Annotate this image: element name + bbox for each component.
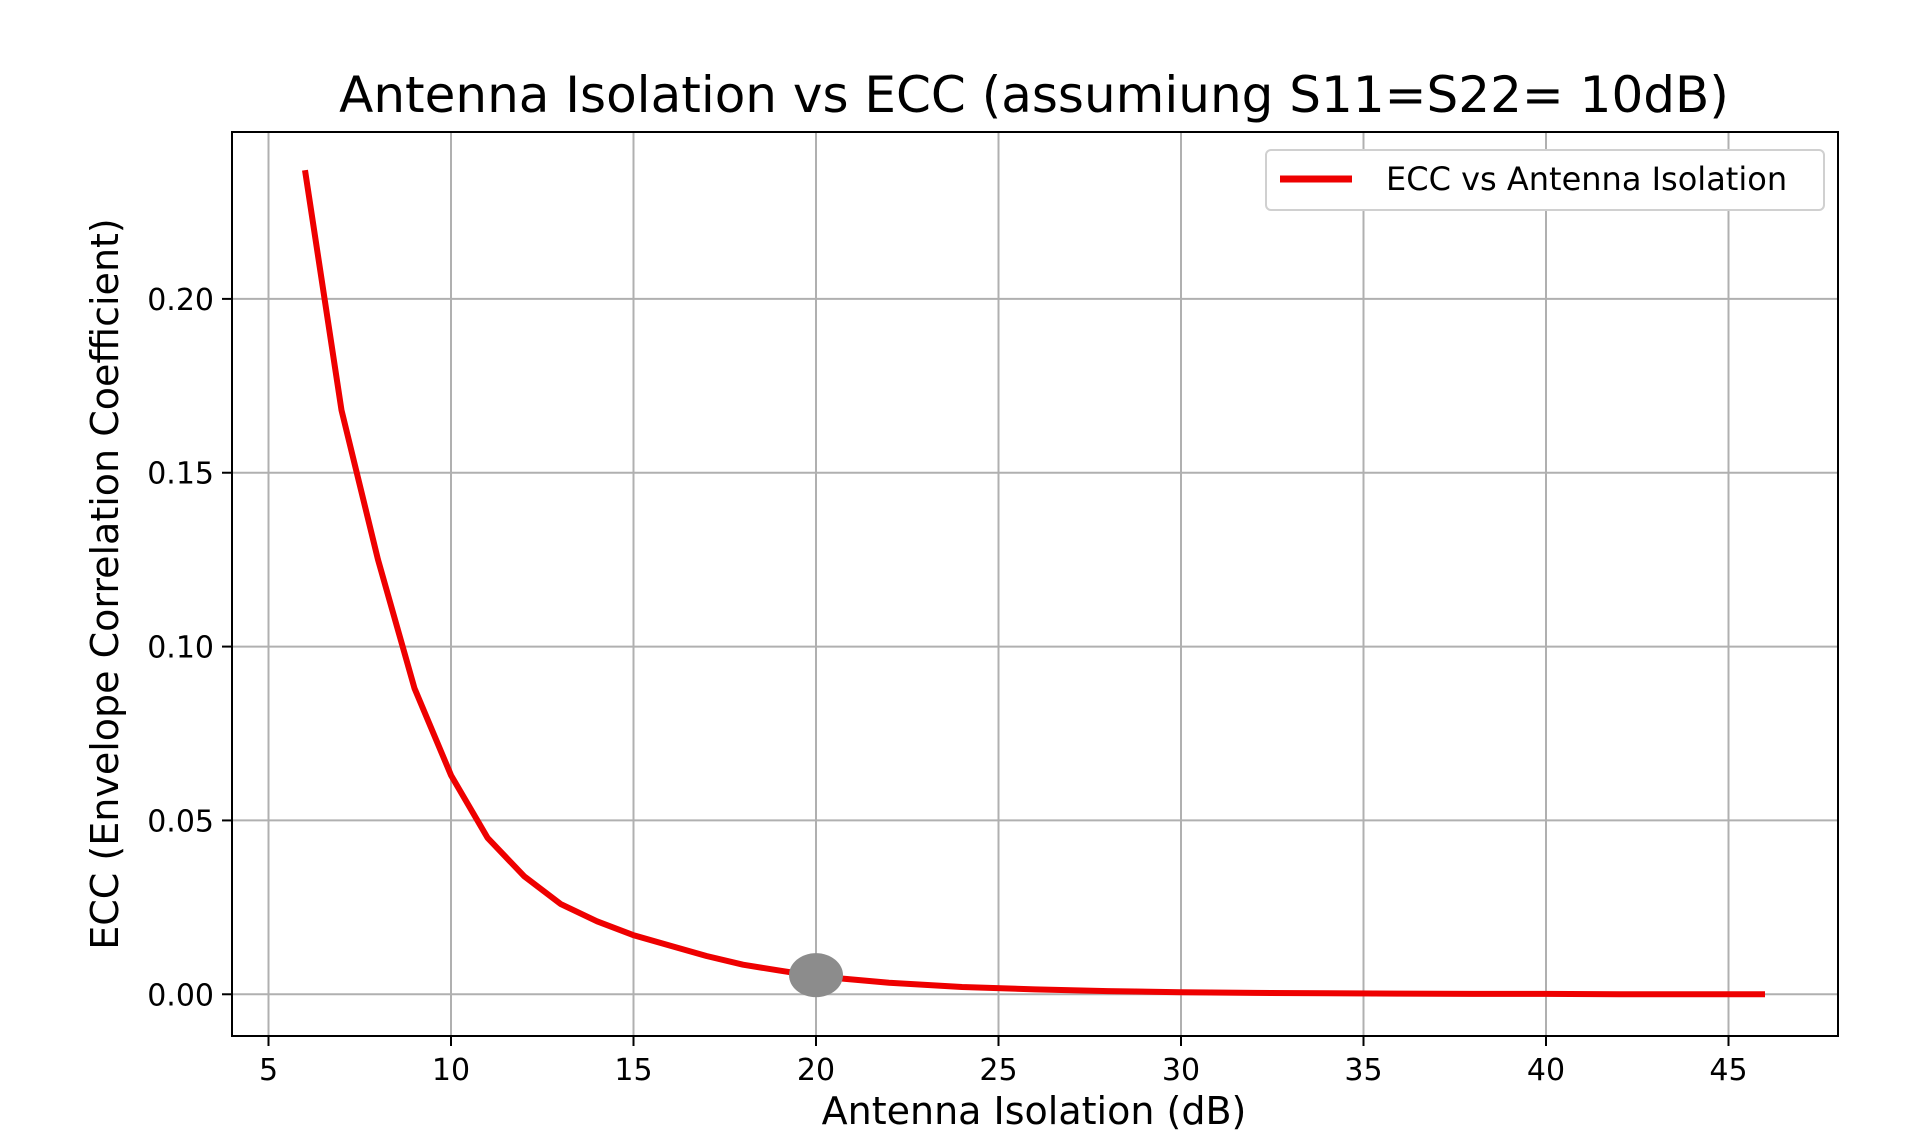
series-point xyxy=(521,873,527,879)
series-point xyxy=(1178,989,1184,995)
y-tick-label: 0.20 xyxy=(147,283,214,318)
y-tick-label: 0.00 xyxy=(147,978,214,1013)
legend-box xyxy=(1265,149,1825,211)
series-point xyxy=(886,980,892,986)
plot-frame xyxy=(231,131,1839,1037)
x-tick-label: 35 xyxy=(1344,1053,1382,1088)
series-point xyxy=(302,167,308,173)
y-tick-label: 0.05 xyxy=(147,804,214,839)
legend: ECC vs Antenna Isolation xyxy=(1265,149,1825,211)
x-tick-label: 10 xyxy=(432,1053,470,1088)
series-point xyxy=(1689,991,1695,997)
series-point xyxy=(1762,991,1768,997)
series-point xyxy=(1397,991,1403,997)
y-tick-label: 0.15 xyxy=(147,457,214,492)
x-tick-label: 45 xyxy=(1709,1053,1747,1088)
series-point xyxy=(558,901,564,907)
x-tick-label: 20 xyxy=(797,1053,835,1088)
series-point xyxy=(339,407,345,413)
series-layer xyxy=(302,167,1768,998)
series-point xyxy=(375,557,381,563)
series-point xyxy=(1543,991,1549,997)
series-point xyxy=(1324,990,1330,996)
series-point xyxy=(1251,990,1257,996)
series-point xyxy=(959,984,965,990)
series-point xyxy=(740,962,746,968)
series-point xyxy=(448,772,454,778)
series-point xyxy=(412,685,418,691)
y-axis-title: ECC (Envelope Correlation Coefficient) xyxy=(83,218,127,949)
highlight-marker xyxy=(789,953,843,998)
series-point xyxy=(1105,988,1111,994)
series-point xyxy=(777,968,783,974)
chart-title: Antenna Isolation vs ECC (assumiung S11=… xyxy=(339,66,1729,124)
series-point xyxy=(594,918,600,924)
x-axis-title: Antenna Isolation (dB) xyxy=(822,1089,1247,1133)
series-point xyxy=(485,835,491,841)
x-tick-label: 40 xyxy=(1527,1053,1565,1088)
series-point xyxy=(1470,991,1476,997)
series-point xyxy=(667,943,673,949)
x-tick-label: 15 xyxy=(614,1053,652,1088)
x-tick-label: 30 xyxy=(1162,1053,1200,1088)
y-tick-label: 0.10 xyxy=(147,631,214,666)
series-point xyxy=(1616,991,1622,997)
series-point xyxy=(704,953,710,959)
series-point xyxy=(631,932,637,938)
legend-label: ECC vs Antenna Isolation xyxy=(1386,160,1787,198)
x-tick-label: 5 xyxy=(259,1053,278,1088)
series-point xyxy=(1032,986,1038,992)
x-tick-label: 25 xyxy=(979,1053,1017,1088)
ticks: 5 10 15 20 25 30 35 40 45 0.00 0.05 0.10 0.15 0.20 xyxy=(147,283,1747,1088)
